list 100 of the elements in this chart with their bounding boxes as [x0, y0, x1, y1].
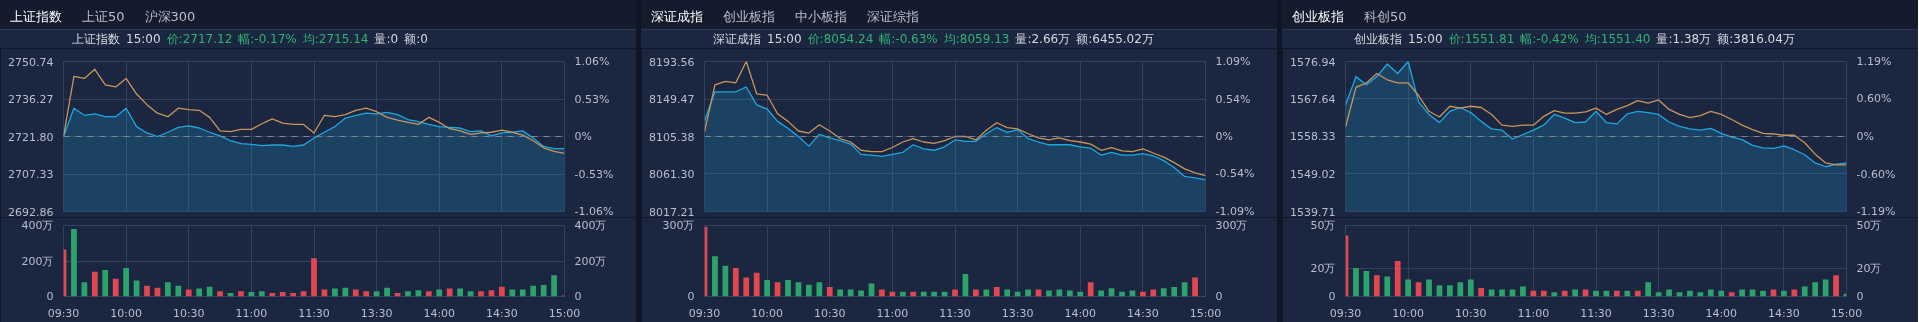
y2-tick-label: 20万 [1856, 261, 1882, 275]
bar [816, 282, 823, 297]
y-tick-label: 8061.30 [649, 168, 695, 181]
x-tick-label: 10:00 [110, 306, 142, 320]
bar [1540, 290, 1547, 297]
y-tick-label: 2750.74 [8, 55, 54, 69]
bar [352, 289, 359, 297]
y2-tick-label: 0 [1215, 290, 1223, 303]
bar [269, 292, 276, 297]
y2-tick-label: 1.06% [574, 55, 610, 68]
bar [1478, 287, 1485, 297]
bar [384, 287, 390, 297]
bar [332, 288, 338, 297]
y2-tick-label: 200万 [574, 254, 607, 268]
bar [1520, 286, 1526, 297]
bar [753, 272, 760, 297]
x-tick-label: 14:30 [1127, 306, 1159, 320]
bar [258, 291, 265, 297]
y2-tick-label: 0% [1856, 130, 1874, 143]
x-tick-label: 09:30 [1329, 306, 1362, 320]
y2-tick-label: 0% [1215, 130, 1233, 143]
bar [1192, 277, 1198, 297]
bar [952, 289, 958, 297]
bar [1087, 282, 1094, 297]
bar [1624, 290, 1631, 297]
bar [1373, 275, 1380, 297]
bar [1614, 290, 1620, 297]
bar [519, 289, 526, 297]
y-tick-label: 8105.38 [649, 130, 695, 144]
y2-tick-label: 0 [1856, 290, 1864, 303]
y2-tick-label: 0% [574, 130, 592, 143]
chart-subtitle: 创业板指 15:00 价:1551.81 幅:-0.42% 均:1551.40 量:1.38万 额:3816.04万 [1354, 32, 1795, 46]
bar [1004, 289, 1011, 297]
line-series [1345, 72, 1847, 166]
bar [499, 286, 505, 297]
x-tick-label: 13:30 [1642, 306, 1675, 320]
x-tick-label: 11:30 [298, 306, 330, 320]
bar [1025, 289, 1031, 297]
chart-subtitle: 上证指数 15:00 价:2717.12 幅:-0.17% 均:2715.14 量:0 额:0 [72, 32, 428, 46]
bar [425, 291, 432, 297]
bar [983, 289, 990, 297]
bar [1394, 261, 1401, 297]
y-tick-label: 1539.71 [1290, 205, 1336, 219]
bar [311, 258, 317, 297]
bar [732, 268, 739, 297]
y-tick-label: 300万 [662, 219, 695, 232]
y-tick-label: 1549.02 [1290, 167, 1336, 181]
bar [1561, 290, 1568, 297]
bar [1160, 288, 1167, 297]
bar [478, 291, 484, 297]
x-tick-label: 15:00 [1830, 306, 1863, 320]
text: 创业板指 [1290, 6, 1346, 34]
x-tick-label: 11:30 [1580, 306, 1612, 320]
y2-tick-label: 0.60% [1856, 92, 1892, 106]
y-tick-label: 2692.86 [8, 205, 54, 219]
y-tick-label: 1558.33 [1290, 130, 1336, 144]
bar [279, 292, 286, 297]
bar [1739, 289, 1745, 297]
y-tick-label: 0 [687, 290, 695, 303]
x-tick-label: 13:30 [1001, 306, 1034, 320]
bar [1645, 282, 1652, 297]
x-tick-label: 11:00 [235, 306, 268, 320]
y2-tick-label: 0 [574, 290, 582, 303]
x-tick-label: 11:30 [939, 306, 971, 320]
y2-tick-label: -1.09% [1215, 204, 1255, 218]
bar [1781, 290, 1787, 297]
y2-tick-label: -0.53% [574, 167, 614, 181]
x-tick-label: 10:30 [172, 306, 205, 320]
y-tick-label: 1567.64 [1290, 92, 1336, 106]
bar [1760, 290, 1766, 297]
x-tick-label: 14:00 [1705, 306, 1738, 320]
bar [1718, 290, 1725, 297]
bar [1687, 290, 1693, 297]
bar [71, 229, 77, 297]
bar [712, 256, 718, 297]
bar [993, 287, 1000, 297]
x-tick-label: 14:30 [486, 306, 518, 320]
x-tick-label: 09:30 [688, 306, 721, 320]
bar [1499, 289, 1505, 297]
y2-tick-label: 50万 [1856, 219, 1882, 232]
y-tick-label: 8149.47 [649, 93, 695, 106]
bar [165, 282, 171, 297]
x-tick-label: 10:00 [751, 306, 783, 320]
bar [1426, 279, 1432, 297]
bar [102, 269, 109, 297]
bar [290, 292, 296, 297]
bar [879, 289, 885, 297]
bar [363, 291, 370, 297]
y-tick-label: 0 [46, 290, 54, 303]
bar [405, 291, 411, 297]
text: 科创50 [1363, 8, 1408, 26]
x-tick-label: 10:30 [1454, 306, 1487, 320]
x-tick-label: 15:00 [1189, 306, 1222, 320]
bar [1353, 268, 1359, 297]
bar [806, 284, 812, 297]
bar [826, 287, 833, 297]
x-tick-label: 13:30 [360, 306, 393, 320]
bar [743, 277, 750, 297]
bar [764, 279, 770, 297]
bar [1812, 282, 1819, 297]
